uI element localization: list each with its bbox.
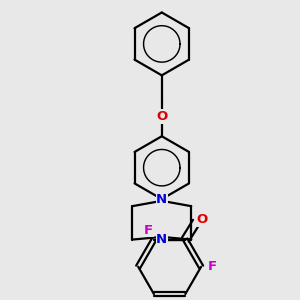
Text: N: N xyxy=(156,193,167,206)
Text: O: O xyxy=(196,213,208,226)
Text: F: F xyxy=(208,260,217,273)
Text: O: O xyxy=(156,110,167,123)
Text: N: N xyxy=(156,233,167,246)
Text: F: F xyxy=(144,224,153,237)
